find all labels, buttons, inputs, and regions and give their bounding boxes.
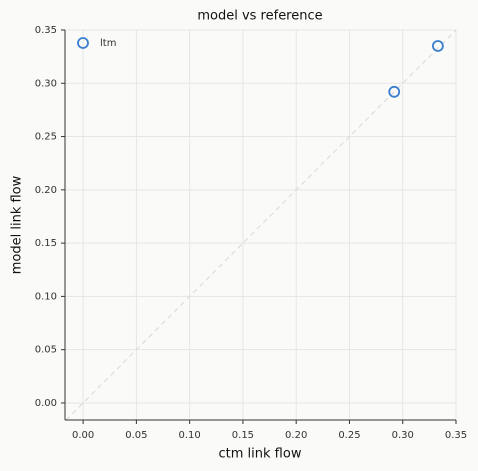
- x-tick-label: 0.05: [125, 430, 147, 441]
- point: [388, 85, 401, 98]
- legend-marker: [77, 37, 89, 49]
- x-tick-label: 0.35: [445, 430, 467, 441]
- x-tick-label: 0.20: [285, 430, 307, 441]
- y-tick-label: 0.15: [35, 238, 57, 249]
- y-axis-label: model link flow: [10, 175, 25, 274]
- x-axis-label: ctm link flow: [219, 447, 302, 462]
- y-tick-label: 0.10: [35, 291, 57, 302]
- legend-label: ltm: [100, 38, 116, 49]
- y-tick-label: 0.05: [35, 345, 57, 356]
- x-tick-label: 0.30: [392, 430, 414, 441]
- point: [431, 40, 444, 52]
- chart-title: model vs reference: [197, 9, 322, 24]
- x-tick-label: 0.15: [232, 430, 254, 441]
- y-tick-label: 0.35: [35, 25, 57, 36]
- x-tick-label: 0.10: [179, 430, 201, 441]
- y-tick-label: 0.30: [35, 78, 57, 89]
- x-tick-label: 0.25: [338, 430, 360, 441]
- y-tick-label: 0.25: [35, 132, 57, 143]
- y-tick-label: 0.20: [35, 185, 57, 196]
- x-tick-label: 0.00: [72, 430, 94, 441]
- y-tick-label: 0.00: [35, 398, 57, 409]
